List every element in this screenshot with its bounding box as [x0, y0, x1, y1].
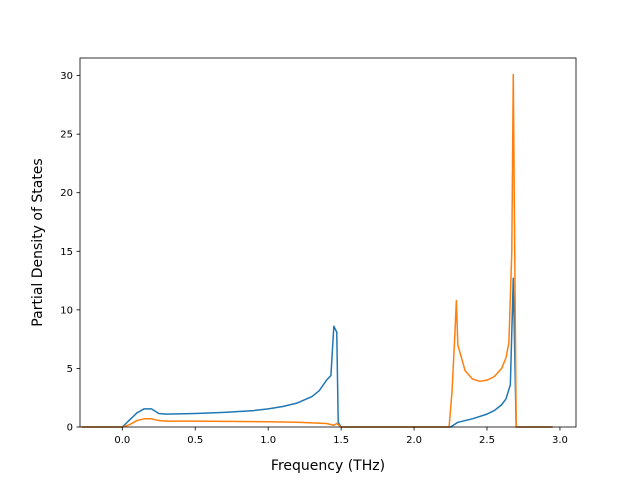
y-tick-label: 25	[60, 130, 73, 141]
y-tick-label: 0	[67, 423, 73, 434]
x-tick-label: 2.0	[406, 435, 422, 446]
x-tick-label: 1.0	[260, 435, 276, 446]
x-tick-label: 0.0	[114, 435, 130, 446]
y-axis-ticks: 0 5 10 15 20 25 30	[60, 71, 80, 434]
y-axis-label: Partial Density of States	[30, 158, 46, 326]
series-line-1	[81, 277, 553, 428]
x-tick-label: 0.5	[187, 435, 203, 446]
y-tick-label: 15	[60, 247, 73, 258]
y-tick-label: 10	[60, 305, 73, 316]
series-line-2	[81, 73, 553, 428]
x-axis-label: Frequency (THz)	[271, 458, 385, 474]
plot-lines	[81, 73, 553, 428]
y-tick-label: 5	[67, 364, 73, 375]
x-tick-label: 2.5	[479, 435, 495, 446]
x-tick-label: 3.0	[552, 435, 568, 446]
x-tick-label: 1.5	[333, 435, 349, 446]
y-tick-label: 20	[60, 188, 73, 199]
plot-frame	[79, 57, 577, 428]
x-axis-ticks: 0.0 0.5 1.0 1.5 2.0 2.5 3.0	[114, 427, 568, 446]
y-tick-label: 30	[60, 71, 73, 82]
